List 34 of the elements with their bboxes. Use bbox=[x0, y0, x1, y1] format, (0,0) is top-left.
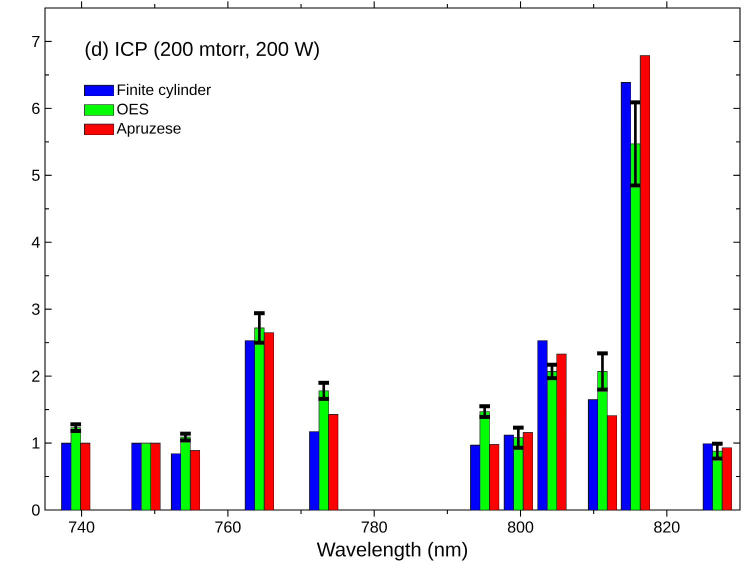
y-tick-label: 6 bbox=[32, 102, 40, 114]
bar bbox=[722, 447, 732, 510]
bar bbox=[150, 442, 160, 510]
y-tick-label: 7 bbox=[32, 36, 40, 47]
bar bbox=[606, 415, 617, 510]
bar bbox=[556, 354, 567, 510]
legend-label: Apruzese bbox=[116, 123, 181, 137]
bar bbox=[546, 371, 557, 510]
y-tick-label: 5 bbox=[32, 170, 40, 181]
y-tick-label: 0 bbox=[32, 504, 40, 516]
bar bbox=[630, 144, 640, 510]
bar bbox=[597, 371, 608, 510]
bar bbox=[190, 450, 200, 510]
bar bbox=[254, 328, 264, 510]
x-tick-label: 820 bbox=[654, 521, 680, 533]
bar bbox=[480, 411, 490, 510]
text: (d) ICP (200 mtorr, 200 W) bbox=[86, 41, 319, 60]
bar bbox=[522, 432, 533, 510]
bar bbox=[318, 390, 329, 510]
legend-label: OES bbox=[117, 104, 148, 114]
bar bbox=[140, 442, 151, 510]
y-tick-label: 3 bbox=[32, 304, 40, 315]
y-tick-label: 4 bbox=[32, 236, 40, 248]
y-tick-label: 1 bbox=[32, 438, 40, 449]
x-tick-label: 780 bbox=[362, 521, 387, 533]
bar bbox=[640, 55, 650, 510]
bar bbox=[513, 437, 524, 510]
legend-label: Finite cylinder bbox=[118, 84, 211, 98]
x-tick-label: 800 bbox=[508, 521, 534, 533]
x-axis-title: Wavelength (nm) bbox=[316, 542, 467, 560]
x-tick-label: 760 bbox=[215, 521, 241, 533]
bar bbox=[264, 332, 274, 510]
x-tick-label: 740 bbox=[69, 521, 94, 533]
y-tick-label: 2 bbox=[32, 370, 40, 382]
